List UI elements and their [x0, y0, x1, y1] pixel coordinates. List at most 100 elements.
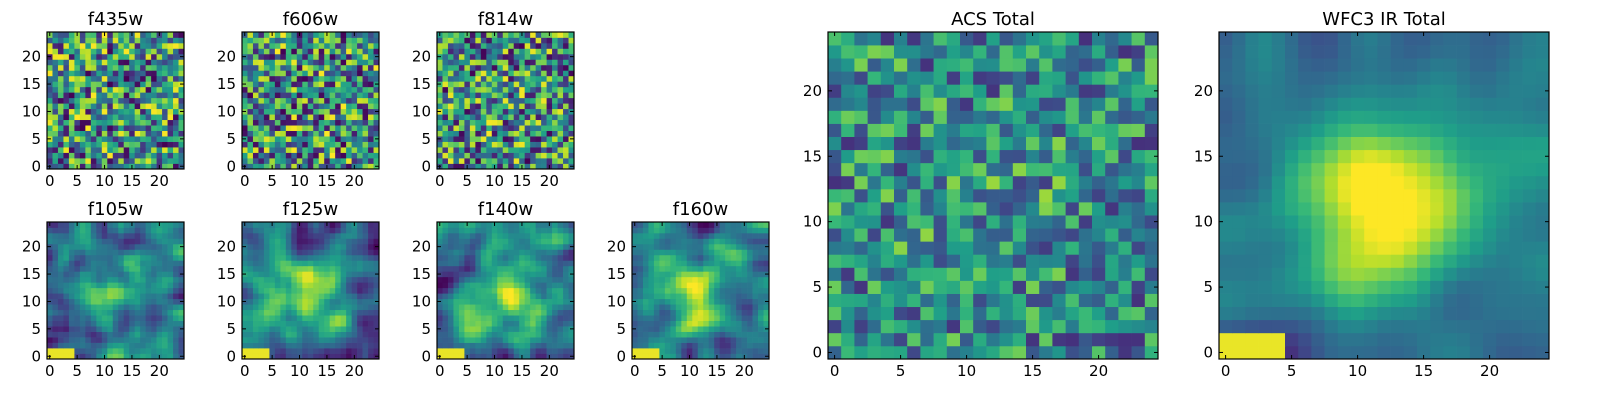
heatmap-cell [263, 304, 270, 311]
heatmap-cell [324, 158, 331, 164]
heatmap-cell [307, 158, 314, 164]
heatmap-cell [480, 141, 487, 148]
heatmap-cell [828, 162, 842, 177]
heatmap-cell [1118, 332, 1132, 347]
heatmap-cell [1078, 306, 1093, 321]
heatmap-cell [552, 108, 558, 115]
heatmap-cell [557, 32, 564, 38]
heatmap-cell [74, 103, 81, 110]
heatmap-cell [329, 42, 336, 49]
heatmap-cell [85, 282, 92, 289]
heatmap-cell [907, 188, 921, 203]
heatmap-cell [1026, 332, 1040, 347]
heatmap-cell [291, 348, 298, 354]
heatmap-cell [247, 119, 254, 126]
heatmap-cell [162, 304, 168, 311]
heatmap-cell [752, 342, 759, 349]
heatmap-cell [178, 276, 185, 283]
heatmap-cell [535, 298, 542, 305]
heatmap-cell [486, 271, 493, 278]
heatmap-cell [90, 114, 97, 121]
heatmap-cell [291, 114, 298, 121]
heatmap-cell [162, 103, 168, 110]
heatmap-cell [442, 254, 449, 261]
heatmap-cell [692, 337, 699, 343]
heatmap-cell [758, 342, 764, 349]
heatmap-cell [263, 243, 270, 250]
heatmap-cell [291, 147, 298, 153]
heatmap-cell [568, 75, 575, 82]
heatmap-cell [357, 53, 363, 60]
heatmap-cell [557, 293, 564, 300]
heatmap-cell [346, 287, 352, 294]
heatmap-cell [274, 37, 281, 44]
heatmap-cell [274, 103, 281, 110]
heatmap-cell [346, 315, 352, 321]
heatmap-cell [156, 97, 163, 104]
heatmap-cell [437, 158, 443, 164]
heatmap-cell [437, 342, 443, 349]
heatmap-cell [960, 241, 974, 255]
heatmap-cell [362, 254, 369, 261]
heatmap-cell [458, 298, 465, 305]
y-tick-label: 10 [217, 292, 236, 310]
heatmap-cell [1092, 162, 1106, 177]
heatmap-cell [112, 92, 119, 99]
heatmap-cell [101, 81, 108, 88]
heatmap-cell [530, 103, 536, 110]
heatmap-cell [52, 227, 59, 234]
heatmap-cell [307, 97, 314, 104]
heatmap-cell [57, 108, 64, 115]
heatmap-cell [129, 271, 136, 278]
heatmap-cell [346, 108, 352, 115]
heatmap-cell [894, 228, 908, 242]
heatmap-cell [178, 337, 185, 343]
heatmap-cell [242, 227, 248, 234]
heatmap-cell [453, 125, 460, 131]
heatmap-cell [291, 331, 298, 338]
heatmap-cell [324, 48, 331, 55]
heatmap-cell [681, 331, 688, 338]
heatmap-cell [145, 293, 152, 300]
heatmap-cell [63, 227, 70, 234]
heatmap-cell [123, 37, 130, 44]
heatmap-cell [318, 32, 325, 38]
heatmap-cell [263, 309, 270, 316]
heatmap-cell [362, 141, 369, 148]
heatmap-cell [497, 326, 504, 332]
heatmap-cell [151, 70, 157, 77]
heatmap-cell [563, 271, 569, 278]
heatmap-cell [1131, 254, 1146, 268]
heatmap-cell [285, 260, 292, 267]
heatmap-cell [351, 86, 358, 93]
heatmap-cell [714, 315, 721, 321]
heatmap-cell [178, 59, 185, 66]
heatmap-cell [90, 97, 97, 104]
heatmap-cell [530, 42, 536, 49]
heatmap-cell [74, 227, 81, 234]
heatmap-cell [524, 309, 531, 316]
heatmap-cell [497, 304, 504, 311]
heatmap-cell [480, 353, 487, 360]
heatmap-cell [513, 48, 520, 55]
heatmap-cell [563, 70, 569, 77]
heatmap-cell [346, 147, 352, 153]
heatmap-cell [96, 276, 103, 283]
heatmap-cell [648, 271, 655, 278]
heatmap-cell [1012, 228, 1027, 242]
heatmap-cell [324, 64, 331, 71]
heatmap-cell [458, 331, 465, 338]
heatmap-cell [280, 222, 287, 228]
heatmap-cell [280, 326, 287, 332]
heatmap-cell [557, 53, 564, 60]
heatmap-cell [563, 152, 569, 159]
heatmap-cell [107, 293, 114, 300]
x-tick-label: 10 [290, 172, 309, 190]
heatmap-cell [296, 238, 303, 245]
heatmap-cell [841, 149, 855, 164]
heatmap-cell [242, 141, 248, 148]
heatmap-cell [469, 136, 476, 142]
heatmap-cell [307, 75, 314, 82]
heatmap-cell [563, 337, 569, 343]
heatmap-cell [664, 282, 671, 289]
